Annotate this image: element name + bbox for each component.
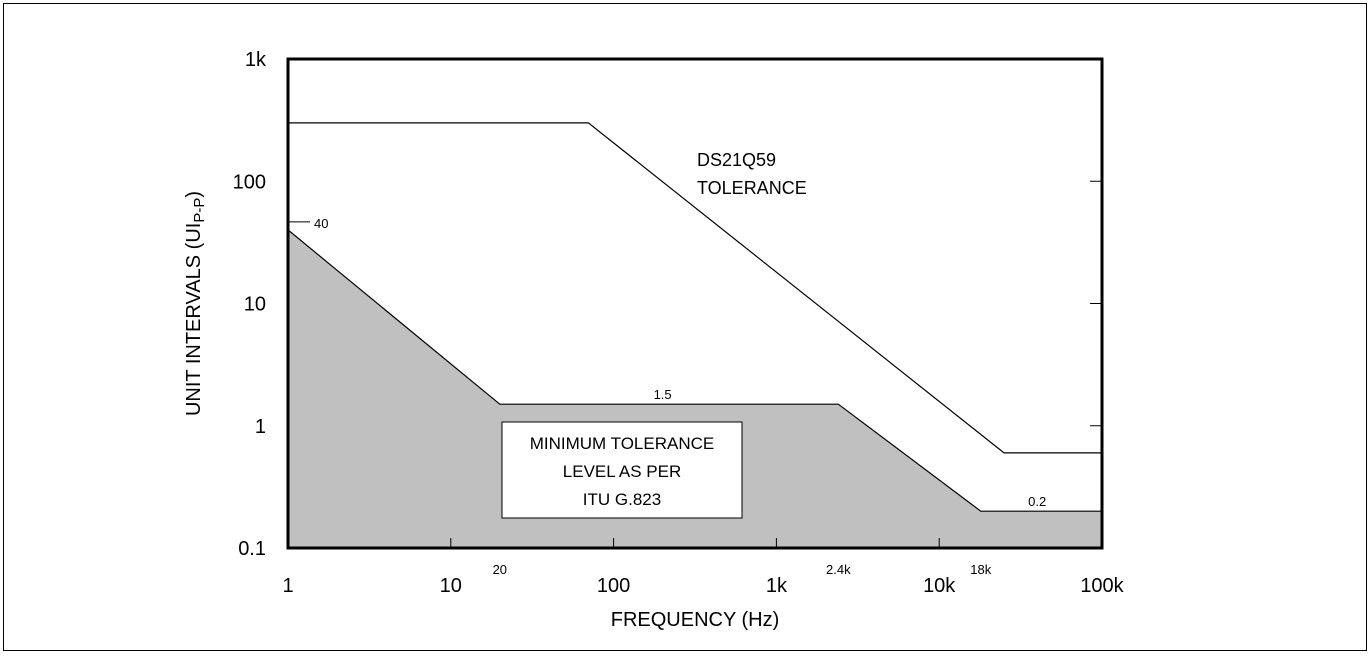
series-outline-itu-g823 <box>287 229 1102 512</box>
value-annotation: 1.5 <box>654 387 672 402</box>
y-tick-label: 0.1 <box>238 538 266 560</box>
area-label-box <box>501 421 743 519</box>
x-axis-label: FREQUENCY (Hz) <box>611 609 780 631</box>
y-tick-label: 10 <box>244 294 266 316</box>
y-tick-label: 100 <box>233 171 266 193</box>
area-label-line: MINIMUM TOLERANCE <box>530 434 715 453</box>
value-annotation: 40 <box>314 216 328 231</box>
y-axis-label-close: ) <box>183 191 205 198</box>
y-axis-label-main: UNIT INTERVALS (UI <box>183 223 205 416</box>
x-tick-label: 1k <box>766 575 788 597</box>
x-breakpoint-label: 18k <box>970 562 991 577</box>
x-tick-label: 10 <box>440 575 462 597</box>
y-axis-label: UNIT INTERVALS (UIP-P) <box>183 191 208 416</box>
series-label-ds21q59: TOLERANCE <box>697 178 807 198</box>
y-axis-label-sub: P-P <box>191 198 208 223</box>
y-tick-label: 1 <box>255 416 266 438</box>
series-line-ds21q59 <box>288 122 1102 454</box>
x-breakpoint-label: 20 <box>493 562 507 577</box>
plot-border <box>286 57 1104 550</box>
x-tick-label: 100 <box>597 575 630 597</box>
series-area-itu-g823 <box>288 229 1102 548</box>
x-breakpoint-label: 2.4k <box>826 562 851 577</box>
x-tick-label: 1 <box>282 575 293 597</box>
area-label-line: LEVEL AS PER <box>563 462 681 481</box>
x-tick-label: 100k <box>1080 575 1124 597</box>
x-tick-label: 10k <box>923 575 956 597</box>
area-label-line: ITU G.823 <box>583 490 661 509</box>
y-tick-label: 1k <box>245 49 267 71</box>
figure-frame <box>3 3 1367 651</box>
series-label-ds21q59: DS21Q59 <box>697 150 776 170</box>
value-annotation: 0.2 <box>1028 494 1046 509</box>
